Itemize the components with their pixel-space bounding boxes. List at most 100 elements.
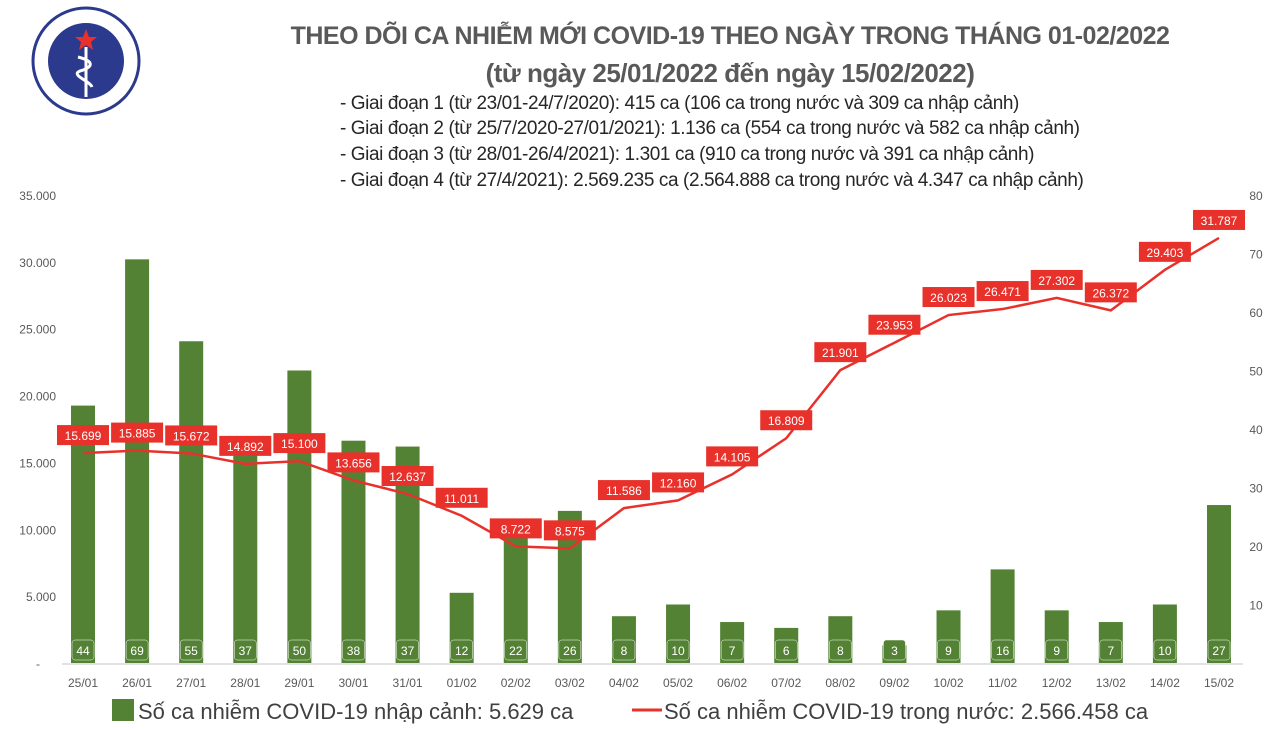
bar-label-box: [1045, 639, 1068, 661]
line-label-box: [760, 410, 813, 431]
line-label: 23.953: [876, 319, 913, 333]
x-axis-tick: 07/02: [771, 676, 801, 690]
bar-label-box: [234, 639, 257, 661]
bar-label: 27: [1212, 644, 1226, 658]
bar-label-box: [450, 639, 473, 661]
line-label: 26.023: [930, 291, 967, 305]
line-label-box: [868, 314, 921, 335]
bar-label-box: [288, 639, 311, 661]
bar-label: 3: [891, 644, 898, 658]
left-axis-tick: 25.000: [19, 323, 56, 337]
bar-imported: [341, 440, 366, 663]
bar-label-box: [991, 639, 1014, 661]
line-label: 26.471: [984, 285, 1021, 299]
line-label-box: [706, 446, 759, 467]
bar-label-box: [396, 639, 419, 661]
note-phase-2: - Giai đoạn 2 (từ 25/7/2020-27/01/2021):…: [340, 118, 1080, 139]
line-label: 13.656: [335, 456, 372, 470]
bar-label-box: [504, 639, 528, 661]
bar-label-box: [666, 639, 690, 661]
bar-label: 7: [729, 644, 736, 658]
x-axis-tick: 29/01: [284, 676, 314, 690]
ministry-of-health-logo: [31, 6, 141, 116]
right-axis-tick: 40: [1249, 423, 1263, 437]
bar-label: 16: [996, 644, 1010, 658]
line-label-box: [219, 435, 272, 456]
bar-label: 50: [293, 644, 307, 658]
bar-label-box: [937, 639, 960, 661]
x-axis-tick: 06/02: [717, 676, 747, 690]
chart-title: THEO DÕI CA NHIỄM MỚI COVID-19 THEO NGÀY…: [290, 22, 1170, 50]
line-label: 15.100: [281, 437, 318, 451]
bar-label: 26: [563, 644, 577, 658]
bar-label: 8: [621, 644, 628, 658]
note-phase-1: - Giai đoạn 1 (từ 23/01-24/7/2020): 415 …: [340, 93, 1019, 114]
bar-label: 9: [1053, 644, 1060, 658]
x-axis-tick: 27/01: [176, 676, 206, 690]
line-label: 15.699: [65, 429, 102, 443]
right-axis-tick: 80: [1249, 189, 1263, 203]
bar-label-box: [1099, 639, 1123, 661]
right-axis-tick: 70: [1249, 248, 1263, 262]
bar-imported: [287, 370, 312, 663]
x-axis-tick: 14/02: [1150, 676, 1180, 690]
line-label-box: [652, 472, 705, 493]
bar-imported: [179, 341, 204, 663]
bar-label: 12: [455, 644, 469, 658]
line-label: 12.637: [389, 470, 426, 484]
x-axis-tick: 02/02: [501, 676, 531, 690]
bar-imported: [125, 259, 150, 663]
line-label-box: [435, 487, 488, 508]
bar-label-box: [342, 639, 365, 661]
line-label: 27.302: [1038, 274, 1075, 288]
x-axis-tick: 09/02: [879, 676, 909, 690]
bar-label-box: [883, 639, 906, 661]
line-label-box: [1084, 282, 1137, 303]
x-axis-tick: 10/02: [934, 676, 964, 690]
line-label: 16.809: [768, 414, 805, 428]
note-phase-4: - Giai đoạn 4 (từ 27/4/2021): 2.569.235 …: [340, 170, 1084, 191]
bar-label: 22: [509, 644, 523, 658]
left-axis-tick: -: [36, 657, 40, 671]
line-label: 8.575: [555, 524, 585, 538]
bar-label: 37: [401, 644, 415, 658]
right-axis-tick: 60: [1249, 306, 1263, 320]
bar-label: 55: [185, 644, 199, 658]
x-axis-tick: 05/02: [663, 676, 693, 690]
line-label-box: [597, 480, 650, 501]
bar-label-box: [720, 639, 744, 661]
bar-label: 69: [130, 644, 144, 658]
right-axis-tick: 50: [1249, 365, 1263, 379]
line-label: 15.672: [173, 429, 210, 443]
x-axis-tick: 25/01: [68, 676, 98, 690]
line-label-box: [1138, 241, 1191, 262]
x-axis-tick: 28/01: [230, 676, 260, 690]
line-label: 8.722: [501, 522, 531, 536]
x-axis-tick: 12/02: [1042, 676, 1072, 690]
right-axis-tick: 30: [1249, 482, 1263, 496]
line-label-box: [814, 342, 867, 363]
left-axis-tick: 15.000: [19, 456, 56, 470]
line-label-box: [327, 452, 380, 473]
bar-label-box: [71, 639, 95, 661]
bar-label-box: [829, 639, 852, 661]
left-axis-tick: 35.000: [19, 189, 56, 203]
left-axis-tick: 5.000: [26, 590, 56, 604]
bar-label: 7: [1107, 644, 1114, 658]
x-axis-tick: 03/02: [555, 676, 585, 690]
line-label: 12.160: [660, 476, 697, 490]
line-label: 21.901: [822, 346, 859, 360]
bar-imported: [71, 405, 95, 663]
line-label: 11.011: [444, 492, 479, 506]
bar-label: 10: [1158, 644, 1172, 658]
x-axis-tick: 01/02: [447, 676, 477, 690]
bar-label-box: [1153, 639, 1177, 661]
bar-label: 38: [347, 644, 361, 658]
line-label-box: [57, 425, 109, 446]
line-label-box: [922, 287, 975, 308]
bar-label: 37: [239, 644, 253, 658]
line-label: 15.885: [119, 427, 156, 441]
line-label-box: [273, 433, 326, 454]
bar-label: 8: [837, 644, 844, 658]
